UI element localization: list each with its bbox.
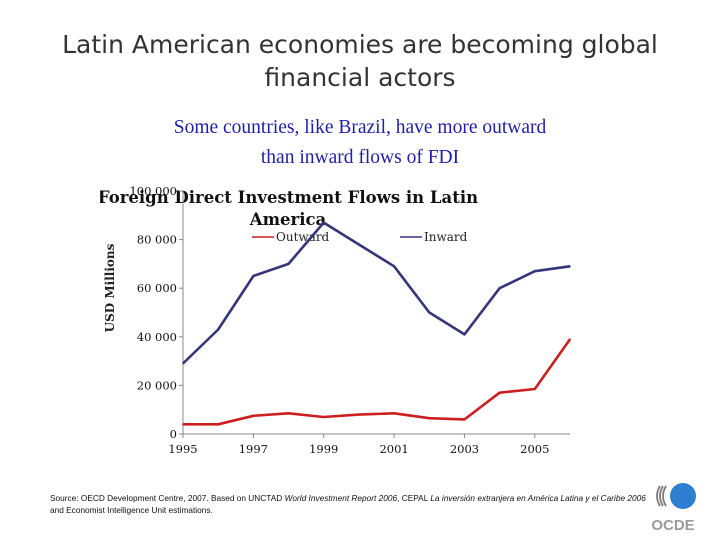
source-suffix: and Economist Intelligence Unit estimati… xyxy=(50,505,213,515)
data-point-outward xyxy=(322,416,325,418)
fdi-line-chart: USD Millions Foreign Direct Investment F… xyxy=(100,184,572,456)
data-point-inward xyxy=(287,263,290,265)
series-line-inward xyxy=(182,221,571,365)
x-tick-label: 2005 xyxy=(520,442,549,456)
source-cepal-title: La inversión extranjera en América Latin… xyxy=(430,493,646,503)
data-point-inward xyxy=(322,221,325,224)
oecd-logo-text: OCDE xyxy=(651,517,694,534)
y-tick-label: 20 000 xyxy=(137,378,177,392)
slide-subtitle-line-2: than inward flows of FDI xyxy=(260,147,460,168)
slide-title: Latin American economies are becoming gl… xyxy=(40,28,680,94)
y-tick-label: 60 000 xyxy=(137,281,177,295)
source-report-title: World Investment Report 2006 xyxy=(284,493,398,503)
data-point-outward xyxy=(182,423,184,426)
data-point-outward xyxy=(428,417,431,420)
data-point-inward xyxy=(217,328,219,331)
oecd-logo-icon: OCDE xyxy=(651,483,696,534)
source-note: Source: OECD Development Centre, 2007. B… xyxy=(50,492,650,516)
series-line-outward xyxy=(183,338,572,426)
data-point-inward xyxy=(358,243,360,246)
data-point-outward xyxy=(498,391,501,394)
source-prefix: Source: OECD Development Centre, 2007. B… xyxy=(50,493,285,503)
legend-label-outward: Outward xyxy=(276,230,330,244)
data-point-inward xyxy=(498,287,501,289)
x-tick-label: 1995 xyxy=(168,442,197,456)
chart-title-line-2: America xyxy=(249,210,327,229)
data-point-outward xyxy=(463,418,466,421)
y-axis-label: USD Millions xyxy=(103,243,117,332)
data-point-outward xyxy=(287,412,290,415)
x-tick-label: 2003 xyxy=(450,442,479,456)
data-point-outward xyxy=(217,423,219,426)
data-point-inward xyxy=(182,362,184,365)
source-mid: , CEPAL xyxy=(397,493,431,503)
y-tick-label: 40 000 xyxy=(137,330,177,344)
data-point-inward xyxy=(463,333,466,336)
chart-legend: Outward Inward xyxy=(252,230,468,244)
data-point-outward xyxy=(393,412,395,415)
chart-title-line-1: Foreign Direct Investment Flows in Latin xyxy=(100,188,478,207)
slide-subtitle-line-1: Some countries, like Brazil, have more o… xyxy=(173,117,547,138)
y-tick-label: 100 000 xyxy=(129,184,177,198)
legend-label-inward: Inward xyxy=(424,230,468,244)
data-point-outward xyxy=(534,388,536,390)
data-point-outward xyxy=(358,413,360,416)
data-point-inward xyxy=(534,270,536,272)
chart-series xyxy=(182,221,572,426)
data-point-outward xyxy=(252,414,255,417)
x-tick-label: 1999 xyxy=(309,442,338,456)
slide-subtitle: Some countries, like Brazil, have more o… xyxy=(60,113,660,173)
data-point-inward xyxy=(428,311,431,314)
data-point-inward xyxy=(393,265,395,268)
chart-axes: 0 20 000 40 000 60 000 80 000 100 000 1995 1997… xyxy=(129,184,570,456)
x-tick-label: 1997 xyxy=(239,442,268,456)
x-tick-label: 2001 xyxy=(379,442,408,456)
slide-title-line-1: Latin American economies are becoming gl… xyxy=(62,30,658,59)
data-point-outward xyxy=(569,338,571,341)
data-point-inward xyxy=(252,275,255,277)
y-tick-label: 80 000 xyxy=(137,233,177,247)
y-tick-label: 0 xyxy=(170,427,177,441)
data-point-inward xyxy=(569,265,571,268)
slide-title-line-2: financial actors xyxy=(264,63,456,92)
